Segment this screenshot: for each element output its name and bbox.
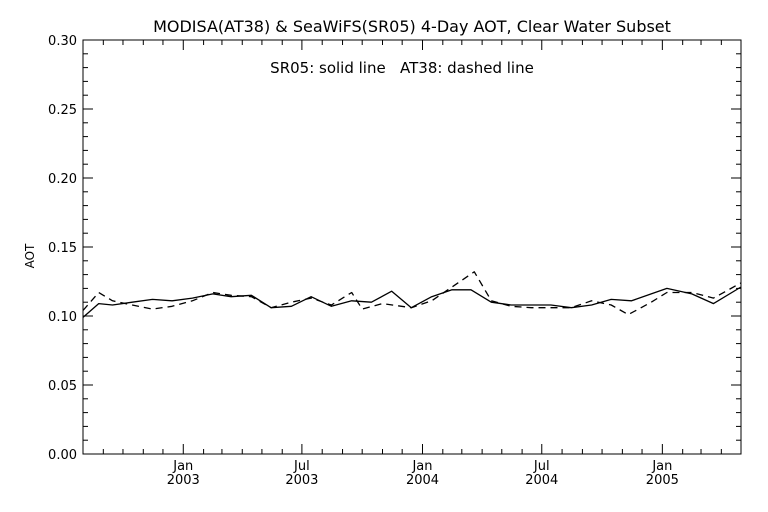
y-axis: 0.00 0.05 0.10 0.15 0.20 0.25 0.30	[48, 34, 741, 463]
x-tick-year-label: 2004	[406, 473, 439, 488]
y-tick-label: 0.00	[48, 448, 77, 463]
series-line-sr05	[82, 286, 742, 318]
line-style-annotation: SR05: solid line AT38: dashed line	[270, 59, 534, 77]
series-layer	[82, 271, 742, 318]
x-tick-month-label: Jan	[411, 459, 432, 474]
x-tick-month-label: Jan	[651, 459, 672, 474]
y-tick-label: 0.25	[48, 103, 77, 118]
x-tick-month-label: Jul	[533, 459, 550, 474]
x-tick-year-label: 2004	[525, 473, 558, 488]
chart-title: MODISA(AT38) & SeaWiFS(SR05) 4-Day AOT, …	[153, 17, 671, 36]
x-tick-year-label: 2003	[285, 473, 318, 488]
y-tick-label: 0.05	[48, 379, 77, 394]
y-axis-label: AOT	[23, 243, 37, 268]
x-tick-month-label: Jan	[172, 459, 193, 474]
y-tick-label: 0.30	[48, 34, 77, 49]
y-tick-label: 0.15	[48, 241, 77, 256]
x-tick-year-label: 2003	[167, 473, 200, 488]
y-tick-label: 0.20	[48, 172, 77, 187]
series-line-at38	[82, 271, 742, 316]
x-tick-month-label: Jul	[293, 459, 310, 474]
plot-frame	[82, 39, 742, 455]
y-tick-label: 0.10	[48, 310, 77, 325]
x-tick-year-label: 2005	[646, 473, 679, 488]
